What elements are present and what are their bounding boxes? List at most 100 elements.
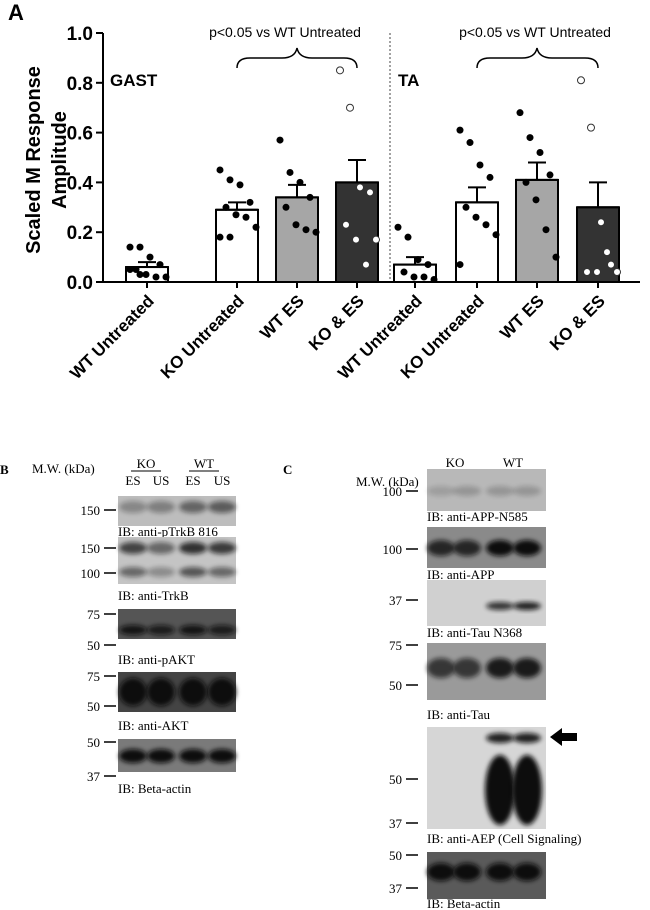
group-label: WT — [194, 456, 214, 471]
mw-marker: 150 — [81, 503, 101, 518]
blot-band — [427, 486, 455, 496]
data-point — [156, 261, 164, 269]
data-point — [583, 268, 591, 277]
data-point — [424, 261, 432, 269]
blot-band — [208, 567, 236, 577]
blot-band — [119, 542, 147, 554]
mw-marker: 37 — [87, 769, 101, 784]
data-point — [366, 188, 374, 197]
blot-band — [486, 658, 514, 678]
mw-marker: 37 — [389, 593, 403, 608]
mw-marker: 50 — [389, 772, 402, 787]
blot-band — [453, 658, 481, 678]
blot-band — [512, 755, 542, 825]
blot-band — [147, 678, 175, 706]
y-tick-label: 0.4 — [67, 173, 94, 194]
data-point — [352, 235, 360, 244]
data-point — [312, 228, 320, 236]
y-axis-label: Scaled M Response — [23, 66, 45, 254]
blot-caption: IB: anti-APP — [427, 567, 495, 582]
blot-band — [119, 625, 147, 635]
mw-marker: 75 — [389, 638, 402, 653]
blot-band — [208, 625, 236, 635]
mw-marker: 37 — [389, 881, 403, 896]
data-point — [456, 261, 464, 269]
data-point — [236, 181, 244, 189]
blot-band — [179, 501, 207, 513]
bar — [275, 196, 319, 283]
data-point — [276, 136, 284, 144]
bar — [215, 208, 259, 283]
x-tick-label: WT Untreated — [66, 291, 158, 383]
blot-band — [427, 658, 455, 678]
blot-band — [119, 501, 147, 513]
mw-marker: 37 — [389, 816, 403, 831]
mw-marker: 50 — [87, 735, 100, 750]
blot-band — [513, 658, 541, 678]
data-point — [522, 178, 530, 186]
bar — [515, 178, 559, 283]
data-point — [362, 260, 370, 269]
lane-label: US — [153, 473, 170, 488]
data-point — [246, 198, 254, 206]
blot-band — [179, 749, 207, 763]
mw-marker: 50 — [87, 699, 100, 714]
blot-band — [208, 749, 236, 763]
y-tick-label: 0.6 — [67, 124, 93, 145]
lane-label: ES — [185, 473, 200, 488]
data-point — [593, 268, 601, 277]
data-point — [516, 109, 524, 117]
blot-band — [486, 602, 514, 610]
data-point — [414, 256, 422, 264]
blot-caption: IB: anti-Tau — [427, 707, 490, 722]
data-point — [597, 218, 605, 227]
blot-band — [119, 567, 147, 577]
data-point — [577, 76, 585, 85]
data-point — [603, 248, 611, 257]
blot-band — [513, 540, 541, 556]
blot-caption: IB: anti-pAKT — [118, 652, 195, 667]
blot-caption: IB: anti-AEP (Cell Signaling) — [427, 831, 581, 846]
data-point — [126, 266, 134, 274]
data-point — [404, 233, 412, 241]
blot-band — [147, 749, 175, 763]
data-point — [292, 221, 300, 229]
annotation: p<0.05 vs WT Untreated — [209, 24, 361, 40]
data-point — [394, 223, 402, 231]
blot-caption: IB: anti-Tau N368 — [427, 625, 522, 640]
blot-caption: IB: anti-APP-N585 — [427, 509, 528, 524]
group-label: WT — [503, 455, 523, 470]
data-point — [607, 260, 615, 269]
data-point — [242, 213, 250, 221]
group-label: TA — [398, 71, 419, 90]
data-point — [336, 66, 344, 75]
data-point — [492, 231, 500, 239]
blot-band — [119, 678, 147, 706]
x-tick-label: WT ES — [496, 291, 548, 343]
mw-marker: 50 — [389, 678, 402, 693]
annotation: p<0.05 vs WT Untreated — [459, 24, 611, 40]
data-point — [456, 126, 464, 134]
mw-title: M.W. (kDa) — [32, 461, 95, 476]
data-point — [542, 226, 550, 234]
blot-band — [208, 678, 236, 706]
data-point — [466, 139, 474, 147]
blot-band — [147, 567, 175, 577]
data-point — [346, 103, 354, 112]
blot-band — [485, 755, 515, 825]
blot-band — [208, 542, 236, 554]
y-axis-label: Amplitude — [49, 111, 71, 209]
lane-label: US — [214, 473, 231, 488]
lane-label: ES — [125, 473, 140, 488]
mw-marker: 50 — [87, 638, 100, 653]
data-point — [252, 223, 260, 231]
group-label: KO — [446, 455, 465, 470]
group-label: KO — [137, 456, 156, 471]
blot-band — [147, 501, 175, 513]
mw-marker: 50 — [389, 848, 402, 863]
blot-band — [513, 602, 541, 610]
blot-caption: IB: anti-pTrkB 816 — [118, 524, 218, 539]
data-point — [152, 273, 160, 281]
blot-band — [486, 863, 514, 881]
